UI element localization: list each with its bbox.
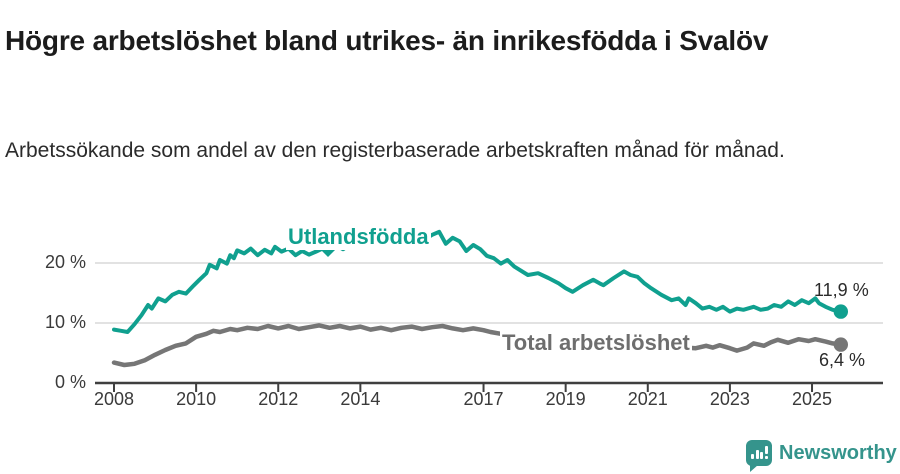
logo-bar-icon [755, 450, 759, 459]
series-label-total-arbetsloshet: Total arbetslöshet [500, 330, 692, 356]
chart-title: Högre arbetslöshet bland utrikes- än inr… [5, 24, 769, 56]
logo-bar-icon [751, 454, 754, 459]
y-tick-label: 10 % [44, 312, 86, 332]
series-end-dot [833, 337, 848, 352]
logo-exclamation-dot-icon [764, 456, 768, 459]
end-dots [833, 304, 848, 352]
x-tick-label: 2008 [93, 389, 135, 409]
chart-subtitle: Arbetssökande som andel av den registerb… [5, 139, 785, 162]
y-tick-label: 0 % [54, 372, 86, 392]
series-line-total-arbetsloshet [111, 323, 844, 368]
x-tick-label: 2019 [545, 389, 586, 409]
x-tick-label: 2017 [463, 389, 504, 409]
series-label-utlandsfodda: Utlandsfödda [286, 224, 431, 250]
logo-exclamation-icon [764, 446, 768, 454]
series-end-dot [833, 304, 848, 319]
logo-bar-icon [760, 452, 763, 459]
x-tick-label: 2021 [627, 389, 668, 409]
newsworthy-logo: Newsworthy [746, 440, 897, 472]
series-line-utlandsfodda [112, 229, 843, 334]
end-value-label-utlandsfodda: 11,9 % [814, 280, 869, 300]
end-value-label-total-arbetsloshet: 6,4 % [819, 350, 866, 370]
y-tick-label: 20 % [44, 252, 86, 272]
x-tick-label: 2012 [258, 389, 299, 409]
newsworthy-bubble-barchart-icon [746, 440, 772, 472]
x-tick-label: 2014 [340, 389, 381, 409]
brand-name: Newsworthy [779, 442, 897, 464]
x-tick-label: 2025 [791, 389, 833, 409]
gridlines [95, 262, 883, 324]
x-axis [95, 381, 883, 392]
x-tick-label: 2010 [176, 389, 217, 409]
x-tick-label: 2023 [709, 389, 750, 409]
series-pointer-down-icon [321, 250, 335, 257]
